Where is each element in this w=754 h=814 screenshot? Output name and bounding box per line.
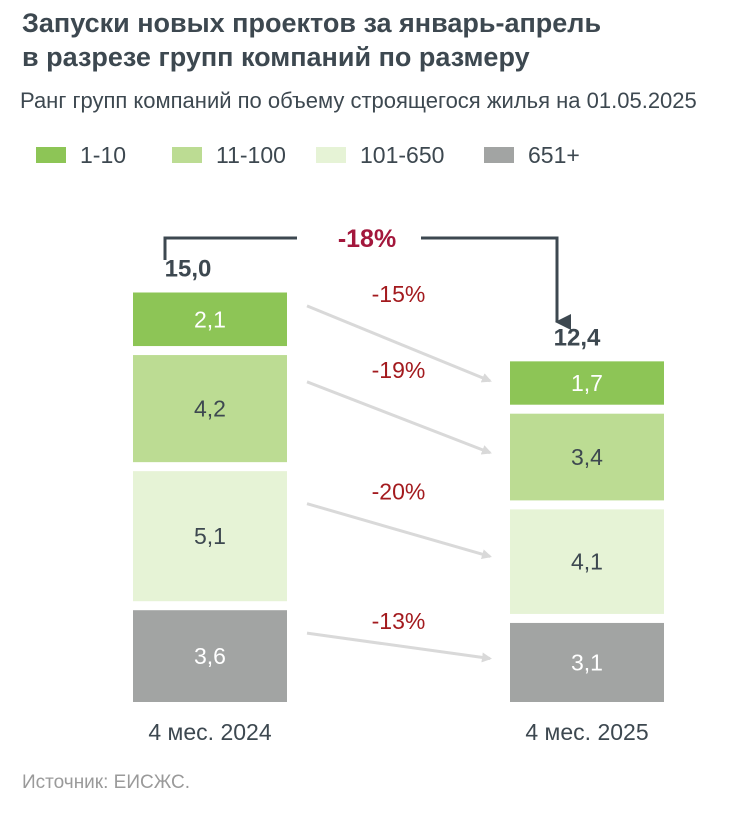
total-change-label: -18% [338, 225, 396, 253]
legend-item-651-plus: 651+ [484, 140, 580, 170]
legend-label: 101-650 [360, 141, 445, 168]
segment-change-label: -15% [372, 281, 426, 307]
legend-label: 651+ [528, 141, 580, 168]
bar-segment-1-10 [133, 292, 287, 347]
segment-change-label: -20% [372, 479, 426, 505]
source-note: Источник: ЕИСЖС. [22, 772, 191, 793]
chart-title-line-2: в разрезе групп компаний по размеру [22, 42, 530, 72]
segment-change-label: -19% [372, 357, 426, 383]
legend-item-101-650: 101-650 [316, 140, 444, 170]
change-arrow [306, 502, 492, 560]
legend-item-1-10: 1-10 [36, 140, 126, 170]
segment-value-label: 3,1 [571, 649, 603, 675]
bar-segment-101-650 [510, 509, 664, 614]
change-arrow [306, 631, 492, 663]
segment-value-label: 3,6 [194, 643, 226, 669]
segment-value-label: 5,1 [194, 523, 226, 549]
segment-value-label: 3,4 [571, 444, 603, 470]
category-label: 4 мес. 2025 [525, 719, 648, 745]
change-arrow [306, 380, 492, 455]
segment-value-label: 2,1 [194, 306, 226, 332]
segment-change-label: -13% [372, 608, 426, 634]
stacked-bar-chart: 3,6 5,1 4,2 2,1 15,0 4 мес. 2024 3,1 4,1 3,4 1,7 1… [133, 225, 664, 745]
bar-total-label: 12,4 [554, 324, 601, 351]
segment-value-label: 1,7 [571, 370, 603, 396]
bar-total-label: 15,0 [165, 256, 212, 283]
bar-segment-11-100 [510, 413, 664, 501]
chart-title-line-1: Запуски новых проектов за январь-апрель [22, 8, 602, 38]
bar-segment-101-650 [133, 471, 287, 602]
segment-value-label: 4,2 [194, 396, 226, 422]
chart-title: Запуски новых проектов за январь-апрель … [22, 6, 601, 74]
bar-segment-651-plus [133, 610, 287, 702]
total-change-connector-right [421, 236, 571, 330]
bar-segment-651-plus [510, 622, 664, 702]
legend-swatch [316, 147, 346, 163]
legend-swatch [172, 147, 202, 163]
bar-segment-1-10 [510, 361, 664, 405]
legend-label: 1-10 [80, 141, 127, 168]
category-label: 4 мес. 2024 [148, 719, 271, 745]
legend-item-11-100: 11-100 [172, 140, 286, 170]
bar-segment-11-100 [133, 355, 287, 463]
legend-swatch [484, 147, 514, 163]
change-arrow [306, 304, 492, 383]
legend-label: 11-100 [216, 141, 286, 168]
legend-swatch [36, 147, 66, 163]
chart-subtitle: Ранг групп компаний по объему строящегос… [20, 88, 697, 113]
total-change-connector-left [163, 236, 297, 260]
segment-value-label: 4,1 [571, 549, 603, 575]
